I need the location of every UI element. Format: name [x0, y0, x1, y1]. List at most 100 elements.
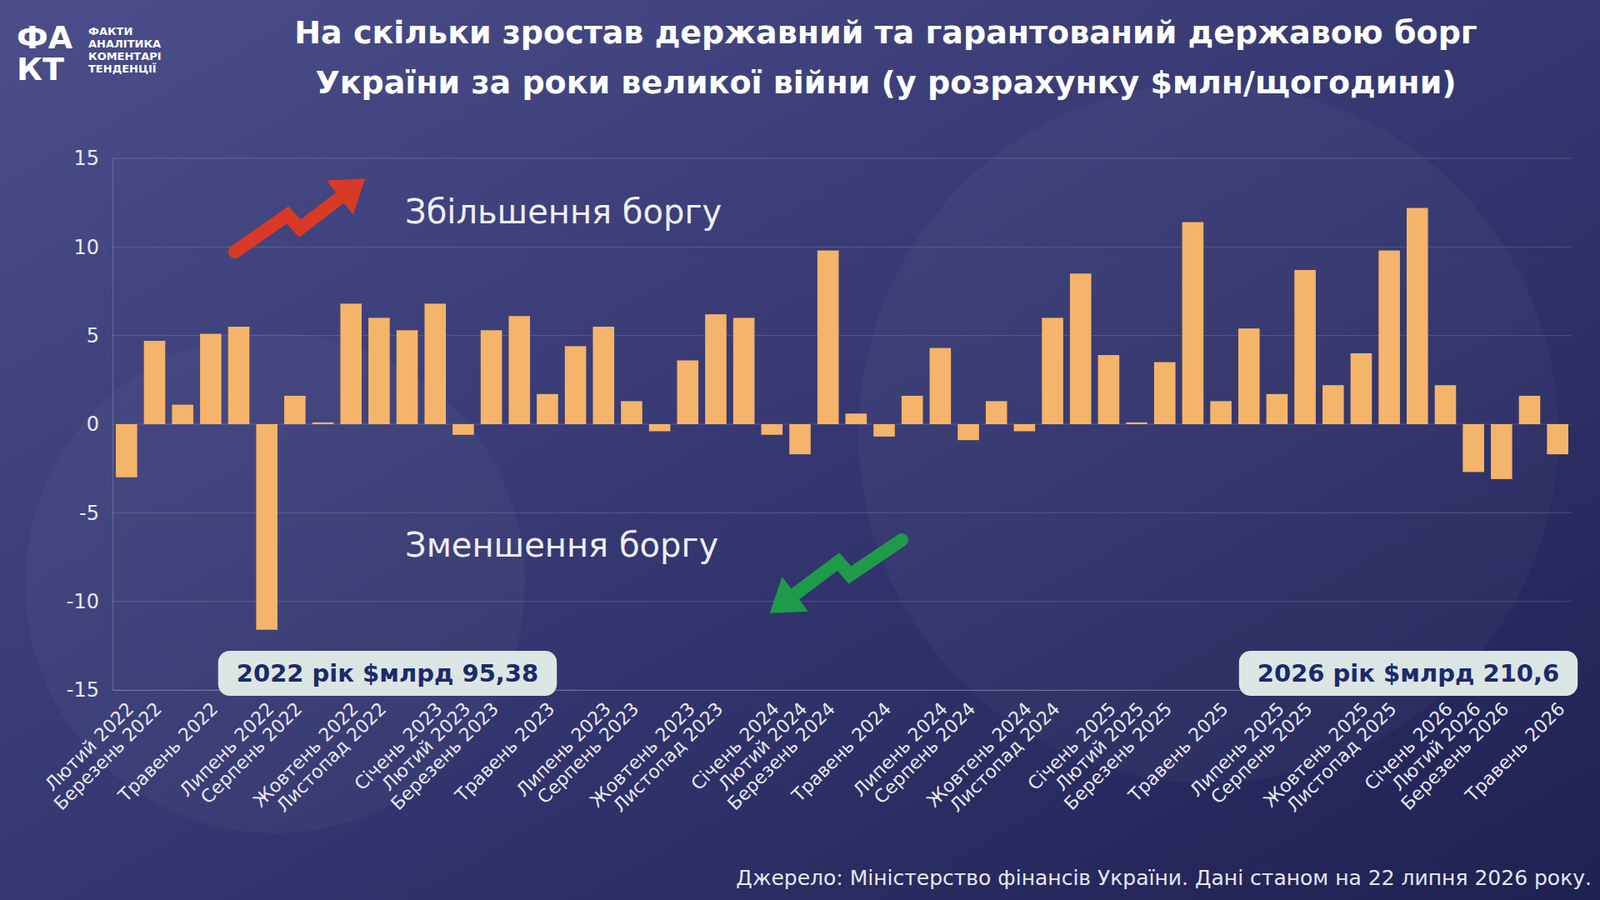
bar — [1182, 222, 1205, 425]
grid-line — [112, 600, 1572, 602]
x-tick: Листопад 2023 — [609, 690, 728, 816]
y-tick: -5 — [79, 501, 113, 525]
bar — [1350, 353, 1373, 425]
logo-text: АНАЛІТИКА — [88, 37, 161, 50]
arrow-up — [235, 178, 365, 252]
y-tick: 10 — [73, 235, 113, 260]
y-tick: 5 — [86, 324, 113, 348]
bar — [1294, 270, 1316, 425]
x-tick: Березень 2023 — [386, 690, 503, 815]
bar — [705, 314, 727, 425]
bar — [957, 424, 980, 440]
arrow-down — [770, 540, 902, 614]
y-tick-label: 10 — [73, 235, 100, 260]
background — [0, 0, 1600, 900]
bar — [565, 345, 587, 425]
y-tick-label: -10 — [66, 590, 100, 614]
bar — [536, 394, 559, 425]
arrow-up-body — [235, 190, 350, 252]
source: Джерело: Міністерство фінансів України. … — [735, 865, 1592, 890]
annotation: Збільшення боргу — [405, 192, 722, 231]
bar — [1378, 250, 1400, 425]
bar — [761, 424, 784, 435]
bar — [789, 424, 811, 455]
bar — [620, 400, 643, 425]
bar — [480, 330, 503, 425]
arrow-down-head — [770, 576, 809, 614]
bar — [1238, 328, 1260, 425]
bar — [901, 395, 924, 425]
logo-mark: КТ — [16, 50, 65, 88]
bar — [255, 424, 278, 630]
grid — [112, 158, 1572, 690]
bar — [592, 326, 615, 425]
badge-text: 2022 рік $млрд 95,38 — [236, 659, 539, 688]
x-tick: Листопад 2022 — [272, 690, 391, 816]
chart: -15 -10 -5 0 5 10 15 Лютий 2022Березень 2022Тра… — [0, 0, 1600, 900]
y-axis-line — [112, 159, 114, 691]
bar — [985, 400, 1008, 425]
bar — [312, 422, 335, 425]
bar — [873, 424, 895, 437]
bar — [1154, 362, 1176, 425]
y-tick: -15 — [66, 678, 113, 702]
badge: 2022 рік $млрд 95,38 — [218, 650, 557, 696]
title-line: На скільки зростав державний та гарантов… — [294, 14, 1477, 51]
y-tick: 0 — [86, 412, 113, 436]
bar — [396, 330, 419, 425]
grid-line — [112, 246, 1572, 248]
annotation: Зменшення боргу — [405, 525, 719, 565]
y-tick-label: 0 — [86, 412, 100, 436]
bar — [200, 334, 222, 425]
y-tick-label: -5 — [79, 501, 100, 525]
badge-bg — [218, 650, 557, 696]
bar — [171, 405, 194, 425]
bar — [1490, 424, 1513, 480]
x-axis: Лютий 2022Березень 2022Травень 2022Липен… — [40, 690, 1572, 816]
bar — [368, 317, 390, 425]
bar — [115, 424, 138, 478]
bar — [508, 315, 530, 425]
bar — [1546, 424, 1569, 455]
x-tick: Березень 2022 — [50, 690, 166, 815]
badge: 2026 рік $млрд 210,6 — [1239, 650, 1578, 696]
bar — [1462, 424, 1485, 472]
y-tick: -10 — [66, 590, 113, 614]
bar — [1519, 395, 1541, 425]
bar — [930, 348, 952, 425]
bar — [817, 250, 840, 425]
bar — [1435, 385, 1457, 425]
y-tick-label: -15 — [66, 678, 100, 702]
y-tick-label: 15 — [73, 146, 100, 170]
x-tick: Березень 2024 — [723, 690, 840, 815]
bar — [1098, 355, 1120, 425]
bar — [733, 317, 755, 425]
bar — [284, 395, 306, 425]
x-tick: Березень 2025 — [1060, 690, 1176, 815]
bar — [228, 326, 250, 425]
grid-line — [112, 335, 1572, 336]
bar — [1125, 422, 1148, 425]
logo: ФАКТФАКТИАНАЛІТИКАКОМЕНТАРІТЕНДЕНЦІЇ — [16, 19, 162, 88]
y-axis: -15 -10 -5 0 5 10 15 — [66, 146, 114, 702]
logo-text: ФАКТИ — [88, 25, 133, 38]
bar — [845, 413, 868, 425]
bar — [1322, 385, 1345, 425]
decor — [25, 333, 525, 834]
bar — [677, 360, 700, 425]
arrow-up-head — [326, 178, 365, 215]
y-tick-label: 5 — [86, 324, 100, 348]
x-tick: Березень 2026 — [1396, 690, 1513, 815]
arrow-down-body — [785, 540, 902, 602]
bar — [1210, 400, 1232, 425]
bar — [424, 303, 446, 425]
bars — [115, 208, 1569, 630]
y-tick: 15 — [73, 146, 113, 170]
bar — [340, 303, 362, 425]
grid-line — [112, 158, 1572, 160]
title: На скільки зростав державний та гарантов… — [294, 14, 1477, 101]
badge-bg — [1239, 650, 1578, 696]
x-tick-label: Травень 2026 — [1460, 698, 1570, 807]
logo-text: КОМЕНТАРІ — [88, 50, 162, 63]
bar — [1266, 394, 1289, 425]
